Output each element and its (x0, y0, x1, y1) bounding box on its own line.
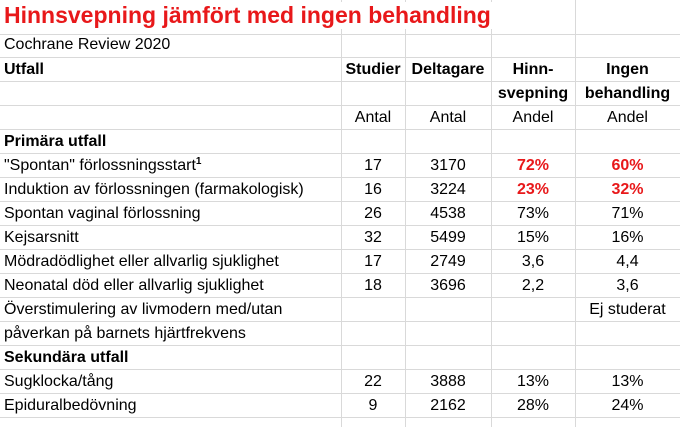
cell-membrane: 28% (516, 397, 550, 414)
cell-none: 13% (611, 373, 644, 390)
cell-studies: 17 (364, 253, 382, 270)
grid-line (0, 153, 680, 154)
table-row-label: Spontan vaginal förlossning (4, 205, 201, 222)
cell-participants: 3170 (430, 157, 466, 174)
grid-line (0, 177, 680, 178)
table-row-label: Neonatal död eller allvarlig sjuklighet (4, 277, 264, 294)
cell-membrane: 13% (516, 373, 550, 390)
unit-studies: Antal (354, 109, 392, 126)
page-title: Hinnsvepning jämfört med ingen behandlin… (4, 2, 495, 29)
grid-line (0, 57, 680, 58)
grid-line (0, 393, 680, 394)
table-row-label: Epiduralbedövning (4, 397, 137, 414)
grid-line (0, 105, 680, 106)
subtitle: Cochrane Review 2020 (4, 36, 171, 53)
cell-participants: 5499 (430, 229, 466, 246)
cell-none: 3,6 (616, 277, 639, 294)
cell-studies: 26 (364, 205, 382, 222)
primary-heading: Primära utfall (4, 133, 107, 150)
grid-line (0, 225, 680, 226)
cell-none: 32% (611, 181, 644, 198)
unit-membrane: Andel (512, 109, 554, 126)
grid-line (405, 0, 406, 427)
header-studies: Studier (345, 61, 401, 78)
cell-participants: 4538 (430, 205, 466, 222)
header-membrane-line2: svepning (497, 85, 569, 102)
grid-line (0, 297, 680, 298)
grid-line (0, 273, 680, 274)
cell-participants: 2162 (430, 397, 466, 414)
overstim-label-line2: påverkan på barnets hjärtfrekvens (4, 325, 246, 342)
cell-membrane: 73% (516, 205, 550, 222)
table-row-label: Sugklocka/tång (4, 373, 114, 390)
unit-participants: Antal (429, 109, 467, 126)
table-row-label: Induktion av förlossningen (farmakologis… (4, 181, 304, 198)
cell-participants: 3224 (430, 181, 466, 198)
cell-participants: 2749 (430, 253, 466, 270)
cell-membrane: 3,6 (521, 253, 545, 270)
header-participants: Deltagare (411, 61, 485, 78)
grid-line (575, 0, 576, 427)
cell-studies: 17 (364, 157, 382, 174)
grid-line (0, 201, 680, 202)
cell-studies: 16 (364, 181, 382, 198)
header-none-line1: Ingen (606, 61, 649, 78)
cell-participants: 3696 (430, 277, 466, 294)
grid-line (491, 0, 492, 427)
table-row-label: "Spontan" förlossningsstart1 (4, 156, 202, 175)
grid-line (0, 81, 680, 82)
cell-membrane: 23% (516, 181, 550, 198)
overstim-label-line1: Överstimulering av livmodern med/utan (4, 301, 283, 318)
grid-line (0, 34, 680, 35)
cell-membrane: 72% (516, 157, 550, 174)
header-none-line2: behandling (584, 85, 671, 102)
cell-none: 60% (611, 157, 644, 174)
cell-participants: 3888 (430, 373, 466, 390)
cell-studies: 32 (364, 229, 382, 246)
cell-none: 71% (611, 205, 644, 222)
unit-none: Andel (607, 109, 648, 126)
grid-line (341, 0, 342, 427)
cell-membrane: 2,2 (521, 277, 545, 294)
footnote-marker: 1 (195, 156, 202, 167)
cell-studies: 18 (364, 277, 382, 294)
cell-studies: 22 (364, 373, 382, 390)
grid-line (0, 345, 680, 346)
cell-none: 4,4 (616, 253, 639, 270)
header-outcome: Utfall (4, 61, 44, 78)
cell-none: 24% (611, 397, 644, 414)
secondary-heading: Sekundära utfall (4, 349, 129, 366)
grid-line (0, 129, 680, 130)
cell-studies: 9 (368, 397, 378, 414)
grid-line (0, 417, 680, 418)
header-membrane-line1: Hinn- (512, 61, 554, 78)
table-row-label: Kejsarsnitt (4, 229, 79, 246)
grid-line (0, 321, 680, 322)
cell-membrane: 15% (516, 229, 550, 246)
table-row-label: Mödradödlighet eller allvarlig sjuklighe… (4, 253, 279, 270)
cell-none: 16% (611, 229, 644, 246)
grid-line (0, 249, 680, 250)
overstim-note: Ej studerat (589, 301, 666, 318)
grid-line (0, 369, 680, 370)
